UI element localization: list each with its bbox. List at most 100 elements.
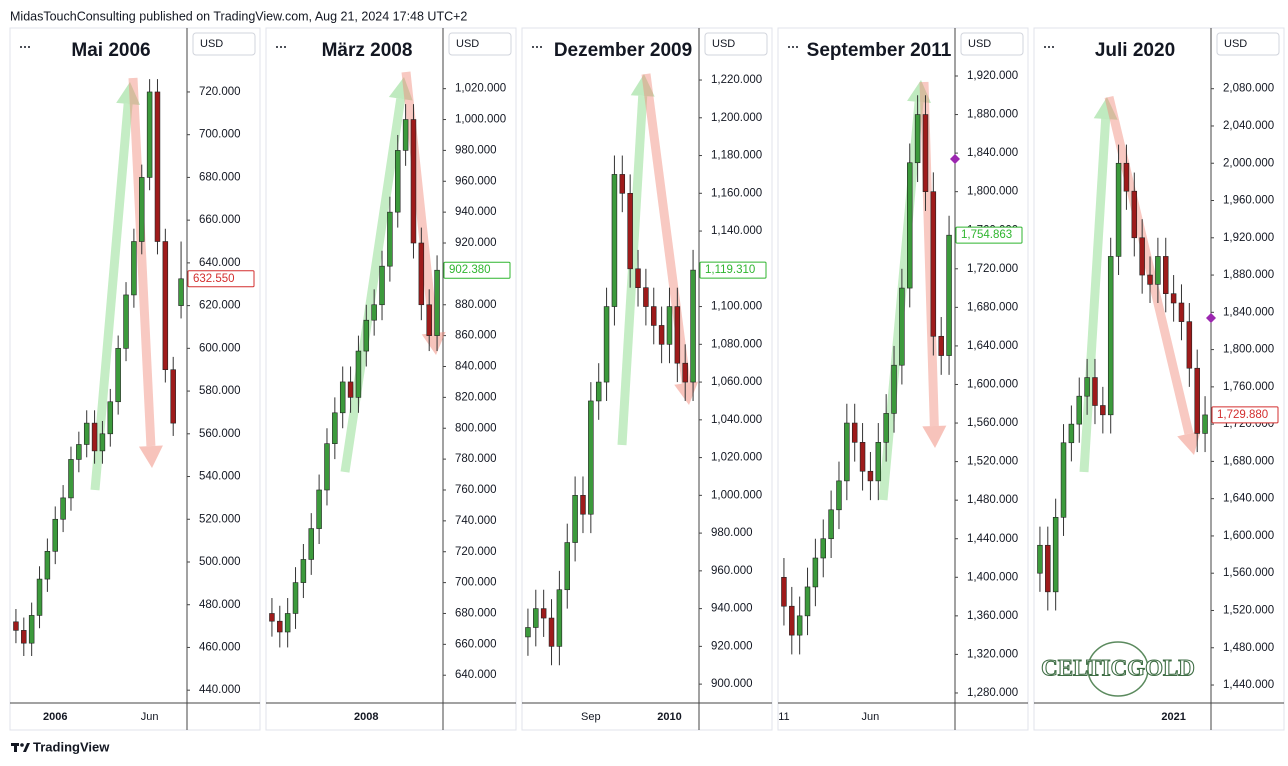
candle-body — [154, 91, 161, 242]
y-tick-label: 700.000 — [455, 577, 497, 589]
candle-body — [875, 442, 882, 482]
candle-body — [107, 401, 114, 435]
y-tick-label: 1,280.000 — [967, 687, 1018, 699]
y-tick-label: 1,560.000 — [1223, 567, 1274, 579]
y-tick-label: 1,840.000 — [1223, 306, 1274, 318]
candle-body — [580, 495, 586, 515]
y-tick-label: 880.000 — [455, 299, 497, 311]
candle-body — [60, 497, 66, 520]
y-tick-label: 1,100.000 — [711, 301, 762, 313]
candle-body — [131, 241, 137, 296]
tradingview-logo — [11, 743, 30, 752]
candle-body — [339, 381, 346, 414]
panel-frame — [265, 27, 517, 731]
candle-body — [1060, 442, 1067, 518]
candle-body — [828, 509, 834, 540]
candle-body — [627, 192, 633, 270]
candle-body — [548, 617, 555, 647]
candle-body — [371, 304, 377, 321]
currency-box — [448, 32, 512, 56]
y-tick-label: 1,440.000 — [967, 533, 1018, 545]
y-tick-label: 1,000.000 — [455, 114, 506, 126]
last-price-label: 632.550 — [193, 273, 235, 285]
candle-body — [603, 306, 610, 383]
y-tick-label: 500.000 — [199, 556, 241, 568]
y-tick-label: 960.000 — [455, 175, 497, 187]
candle-body — [635, 268, 641, 288]
currency-box — [192, 32, 256, 56]
y-tick-label: 520.000 — [199, 513, 241, 525]
menu-dot — [280, 46, 282, 48]
menu-dot — [1044, 46, 1046, 48]
chart-title: Juli 2020 — [1095, 40, 1175, 61]
candle-body — [1163, 256, 1169, 294]
y-tick-label: 920.000 — [711, 640, 753, 652]
currency: USD — [456, 38, 479, 50]
y-tick-label: 1,400.000 — [967, 571, 1018, 583]
candle-body — [1045, 544, 1051, 593]
candle-body — [1123, 162, 1130, 192]
candle-body — [899, 287, 905, 366]
candle-body — [946, 234, 952, 356]
y-tick-label: 1,520.000 — [1223, 605, 1274, 617]
y-tick-label: 1,180.000 — [711, 150, 762, 162]
y-tick-label: 1,760.000 — [1223, 381, 1274, 393]
x-tick-label: 2021 — [1161, 711, 1185, 723]
y-tick-label: 580.000 — [199, 385, 241, 397]
menu-dot — [1048, 46, 1050, 48]
currency: USD — [1224, 38, 1247, 50]
candle-body — [1092, 377, 1098, 406]
y-tick-label: 600.000 — [199, 342, 241, 354]
candle-body — [355, 350, 362, 398]
chart-title: Dezember 2009 — [554, 40, 692, 61]
currency-box — [1216, 32, 1280, 56]
candle-body — [308, 528, 314, 560]
chart-title: März 2008 — [322, 40, 413, 61]
candle-body — [1178, 302, 1185, 322]
y-tick-label: 660.000 — [199, 214, 241, 226]
candle-body — [284, 613, 291, 633]
candle-body — [1084, 377, 1090, 397]
y-tick-label: 800.000 — [455, 422, 497, 434]
candle-body — [844, 422, 850, 482]
candle-body — [922, 114, 929, 192]
candle-body — [139, 177, 145, 242]
y-tick-label: 680.000 — [199, 171, 241, 183]
y-tick-label: 660.000 — [455, 638, 497, 650]
trend-arrow-head — [674, 381, 699, 405]
menu-dot — [284, 46, 286, 48]
candle-body — [859, 442, 866, 472]
y-tick-label: 740.000 — [455, 515, 497, 527]
x-tick-label: 2006 — [43, 711, 67, 723]
y-tick-label: 980.000 — [711, 527, 753, 539]
currency: USD — [200, 38, 223, 50]
candle-body — [300, 559, 307, 583]
y-tick-label: 1,360.000 — [967, 610, 1018, 622]
currency: USD — [712, 38, 735, 50]
candle-body — [347, 381, 354, 398]
candle-body — [651, 306, 657, 326]
x-tick-label: 2008 — [354, 711, 378, 723]
candle-body — [363, 319, 370, 352]
y-tick-label: 1,480.000 — [967, 494, 1018, 506]
last-price-label: 902.380 — [449, 264, 491, 276]
candle-body — [572, 495, 578, 543]
y-tick-label: 1,160.000 — [711, 187, 762, 199]
y-tick-label: 1,020.000 — [455, 83, 506, 95]
candle-body — [643, 287, 649, 307]
candle-body — [395, 150, 401, 213]
chart-title: September 2011 — [807, 40, 952, 61]
candle-body — [914, 114, 921, 164]
y-tick-label: 1,800.000 — [967, 186, 1018, 198]
y-tick-label: 980.000 — [455, 144, 497, 156]
candle-body — [1186, 321, 1193, 369]
y-tick-label: 760.000 — [455, 484, 497, 496]
y-tick-label: 860.000 — [455, 330, 497, 342]
candle-body — [789, 605, 795, 636]
candle-body — [595, 381, 602, 402]
candle-body — [1107, 256, 1114, 416]
y-tick-label: 1,840.000 — [967, 147, 1018, 159]
candle-body — [83, 422, 90, 445]
candle-body — [666, 306, 673, 345]
candle-body — [804, 586, 811, 617]
